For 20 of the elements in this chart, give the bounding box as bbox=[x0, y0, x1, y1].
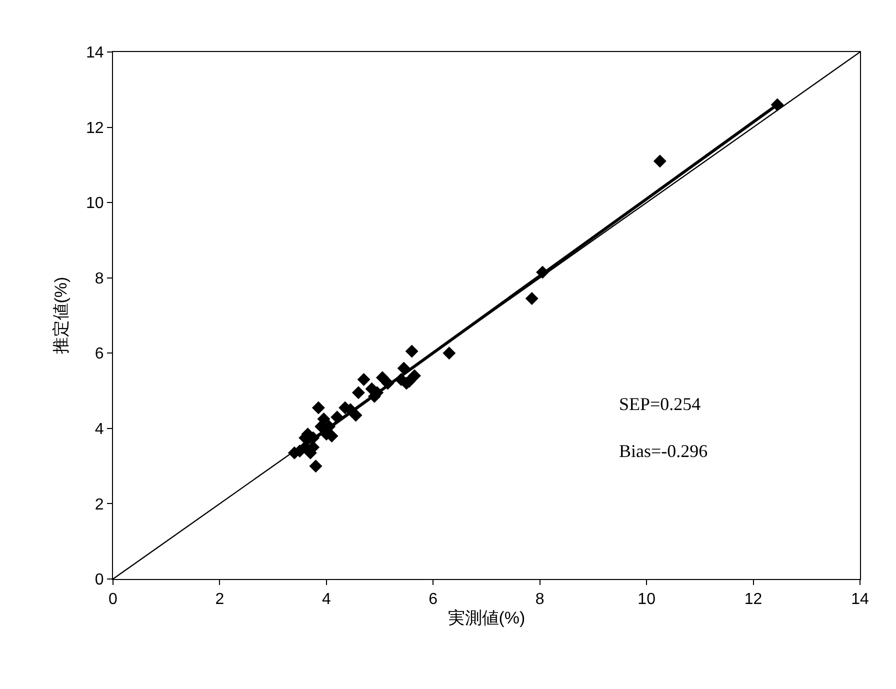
y-tick-label: 10 bbox=[86, 195, 104, 212]
x-axis-title: 実測値(%) bbox=[448, 608, 526, 628]
x-tick-label: 2 bbox=[215, 591, 224, 608]
x-tick-label: 4 bbox=[322, 591, 331, 608]
x-tick-label: 0 bbox=[108, 591, 118, 608]
y-axis-title: 推定値(%) bbox=[52, 276, 71, 354]
x-tick-label: 12 bbox=[744, 591, 762, 608]
x-tick-label: 10 bbox=[638, 591, 656, 608]
annotation: Bias=-0.296 bbox=[619, 441, 708, 461]
y-tick-label: 8 bbox=[94, 270, 104, 288]
x-tick-label: 6 bbox=[428, 591, 438, 608]
x-tick-label: 14 bbox=[851, 591, 869, 608]
y-tick-label: 6 bbox=[94, 346, 104, 363]
y-tick-label: 4 bbox=[94, 421, 104, 438]
x-tick-label: 8 bbox=[535, 591, 544, 608]
y-tick-label: 12 bbox=[86, 120, 104, 137]
y-tick-label: 2 bbox=[94, 496, 104, 514]
y-tick-label: 0 bbox=[94, 572, 104, 589]
annotation: SEP=0.254 bbox=[619, 394, 701, 414]
y-tick-label: 14 bbox=[86, 44, 104, 62]
